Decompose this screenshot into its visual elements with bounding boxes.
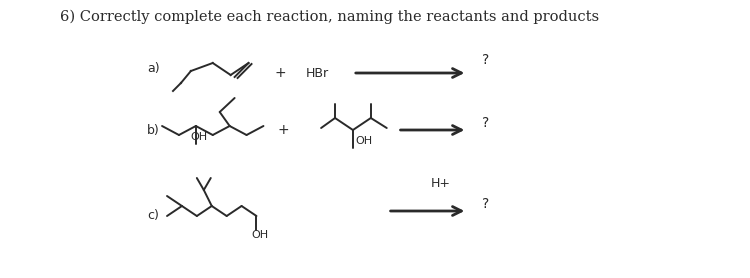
Text: OH: OH — [355, 136, 372, 146]
Text: +: + — [274, 66, 286, 80]
Text: OH: OH — [190, 132, 207, 142]
Text: +: + — [278, 123, 290, 137]
Text: OH: OH — [251, 230, 268, 240]
Text: ?: ? — [482, 197, 489, 211]
Text: c): c) — [147, 210, 159, 222]
Text: ?: ? — [482, 53, 489, 67]
Text: a): a) — [147, 61, 160, 75]
Text: HBr: HBr — [306, 66, 329, 80]
Text: H+: H+ — [430, 177, 451, 190]
Text: b): b) — [147, 123, 160, 136]
Text: 6) Correctly complete each reaction, naming the reactants and products: 6) Correctly complete each reaction, nam… — [60, 10, 599, 24]
Text: ?: ? — [482, 116, 489, 130]
